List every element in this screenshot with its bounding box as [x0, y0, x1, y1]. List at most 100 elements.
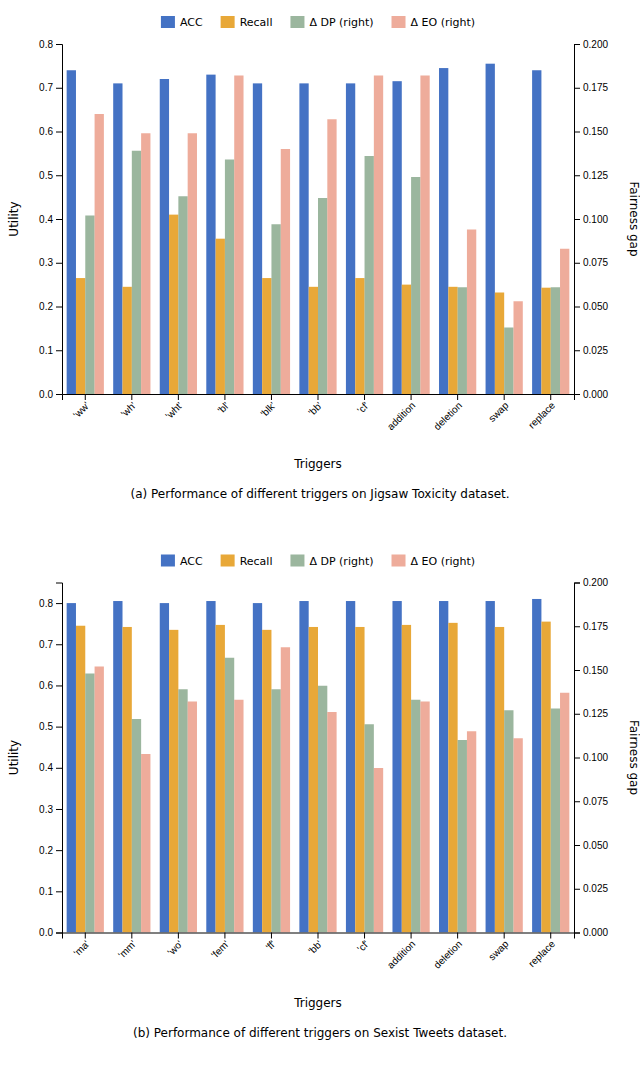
- bar: [504, 328, 513, 395]
- bar: [374, 768, 383, 933]
- tick-mark: [457, 933, 458, 939]
- bar: [327, 712, 336, 933]
- tick-label: 0.2: [39, 845, 53, 856]
- bar: [95, 114, 104, 394]
- axis-domain: [56, 583, 63, 933]
- legend-swatch: [392, 16, 406, 28]
- bar: [392, 81, 401, 394]
- tick: 0.2: [39, 845, 62, 856]
- tick-mark: [411, 933, 412, 939]
- axis-domain: [63, 933, 575, 939]
- tick-label: 0.7: [39, 639, 53, 650]
- tick-mark: [457, 394, 458, 400]
- tick-label: 0.000: [583, 389, 608, 400]
- tick: 0.0: [39, 927, 62, 938]
- bar: [216, 625, 225, 933]
- tick: 0.8: [39, 39, 62, 50]
- tick-mark: [56, 891, 62, 892]
- x-axis: 'ma''mm''wo''fem''ff''bb''cf'additiondel…: [63, 933, 575, 971]
- bar: [271, 224, 280, 394]
- y2-axis-title: Fairness gap: [627, 720, 640, 795]
- bar-series: [85, 658, 560, 933]
- panel: 'ma''mm''wo''fem''ff''bb''cf'additiondel…: [7, 555, 640, 1040]
- bar: [132, 719, 141, 933]
- tick-mark: [56, 727, 62, 728]
- tick: 0.125: [574, 170, 608, 181]
- bar: [281, 647, 290, 932]
- tick-mark: [574, 670, 580, 671]
- bar: [141, 133, 150, 394]
- tick-mark: [178, 394, 179, 400]
- legend-item: Δ DP (right): [290, 16, 373, 29]
- bar: [458, 740, 467, 933]
- bar: [113, 601, 122, 932]
- bar: [495, 293, 504, 395]
- legend-swatch: [290, 16, 304, 28]
- tick-label: 0.0: [39, 389, 53, 400]
- y-axis-title: Utility: [7, 740, 21, 775]
- bar: [448, 623, 457, 933]
- bar: [402, 285, 411, 394]
- tick: 0.3: [39, 804, 62, 815]
- tick-label: 0.050: [583, 301, 608, 312]
- tick: 'cf': [355, 394, 371, 416]
- tick-mark: [574, 88, 580, 89]
- tick-mark: [550, 394, 551, 400]
- tick-label: 0.150: [583, 665, 608, 676]
- tick-label: 0.150: [583, 126, 608, 137]
- bar: [169, 630, 178, 933]
- tick-label: 0.125: [583, 708, 608, 719]
- tick: addition: [385, 933, 418, 971]
- tick: 0.150: [574, 665, 608, 676]
- tick-label: 0.100: [583, 752, 608, 763]
- tick-mark: [574, 583, 580, 584]
- tick-label: 'bb': [306, 938, 324, 956]
- tick-mark: [85, 933, 86, 939]
- tick-mark: [318, 933, 319, 939]
- tick: 'bb': [306, 933, 324, 957]
- axis-domain: [63, 395, 575, 401]
- bar: [458, 287, 467, 394]
- legend-label: ACC: [180, 555, 203, 568]
- tick-label: replace: [526, 399, 557, 430]
- tick-mark: [56, 768, 62, 769]
- tick-mark: [56, 685, 62, 686]
- bar: [309, 287, 318, 394]
- bar: [420, 76, 429, 395]
- tick-label: 'wh': [119, 400, 139, 420]
- bar: [346, 601, 355, 932]
- bar: [392, 601, 401, 932]
- bar: [504, 710, 513, 932]
- tick: 0.1: [39, 345, 62, 356]
- tick: 0.8: [39, 598, 62, 609]
- tick-mark: [574, 394, 580, 395]
- y2-axis: 0.0000.0250.0500.0750.1000.1250.1500.175…: [574, 39, 608, 400]
- tick-label: 0.025: [583, 345, 608, 356]
- tick: 0.6: [39, 680, 62, 691]
- tick-label: 0.075: [583, 257, 608, 268]
- bar: [160, 79, 169, 394]
- tick-mark: [550, 933, 551, 939]
- y2-axis-title: Fairness gap: [627, 181, 640, 256]
- bar: [551, 709, 560, 933]
- tick-mark: [574, 175, 580, 176]
- tick-label: 0.6: [39, 126, 53, 137]
- tick: 0.200: [574, 577, 608, 588]
- tick-mark: [56, 933, 62, 934]
- bar: [225, 658, 234, 933]
- tick: 'ff': [264, 933, 278, 953]
- bar: [541, 622, 550, 933]
- tick: 0.050: [574, 301, 608, 312]
- tick-mark: [504, 933, 505, 939]
- bar-series: [67, 599, 542, 933]
- bar: [253, 603, 262, 932]
- tick-mark: [574, 350, 580, 351]
- bar: [448, 287, 457, 394]
- tick-mark: [504, 394, 505, 400]
- bar-series: [67, 64, 542, 394]
- legend-swatch: [221, 16, 235, 28]
- tick-label: 'wht': [163, 400, 185, 422]
- x-axis: 'ww''wh''wht''bl''blk''bb''cf'additionde…: [63, 394, 575, 432]
- tick-label: replace: [526, 938, 557, 969]
- tick: 0.025: [574, 883, 608, 894]
